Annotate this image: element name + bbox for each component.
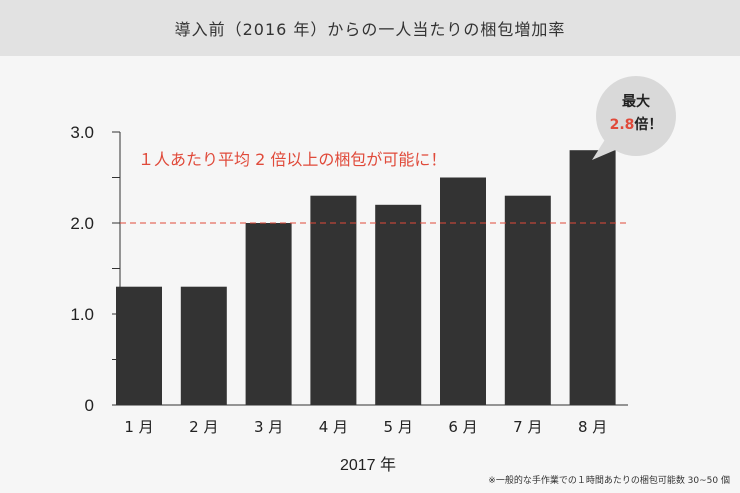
bar-3 (245, 223, 292, 405)
x-tick-label: 1 月 (124, 418, 153, 436)
callout-circle (596, 76, 676, 156)
y-tick-label: 1.0 (70, 305, 94, 324)
x-tick-label: 5 月 (384, 418, 413, 436)
bar-4 (310, 195, 357, 405)
x-tick-label: 6 月 (448, 418, 477, 436)
x-tick-label: 8 月 (578, 418, 607, 436)
footnote: ※一般的な手作業での１時間あたりの梱包可能数 30~50 個 (488, 474, 730, 486)
callout-tail (592, 138, 620, 160)
callout-line2: 2.8倍！ (610, 116, 663, 133)
x-axis-labels: 1 月 2 月 3 月 4 月 5 月 6 月 7 月 8 月 (124, 418, 607, 436)
callout-bubble: 最大 2.8倍！ (592, 76, 676, 160)
bar-8 (569, 150, 616, 405)
chart-title: 導入前（2016 年）からの一人当たりの梱包増加率 (174, 20, 566, 39)
callout-line1: 最大 (622, 93, 650, 110)
chart-title-bar: 導入前（2016 年）からの一人当たりの梱包増加率 (0, 0, 740, 56)
bars (116, 150, 616, 405)
callout-suffix: 倍！ (634, 116, 662, 133)
callout-value: 2.8 (610, 117, 635, 133)
x-tick-label: 7 月 (513, 418, 542, 436)
bar-5 (375, 204, 422, 405)
x-axis-title: 2017 年 (340, 456, 396, 474)
y-tick-label: 2.0 (70, 214, 94, 233)
y-tick-label: 3.0 (70, 123, 94, 142)
bar-1 (116, 286, 162, 405)
annotation-text: １人あたり平均 2 倍以上の梱包が可能に！ (138, 150, 446, 169)
x-tick-label: 4 月 (319, 418, 348, 436)
bar-2 (180, 286, 227, 405)
bar-7 (504, 195, 551, 405)
x-tick-label: 3 月 (254, 418, 283, 436)
y-tick-label: 0 (85, 396, 94, 415)
bar-6 (440, 177, 486, 405)
x-tick-label: 2 月 (189, 418, 218, 436)
